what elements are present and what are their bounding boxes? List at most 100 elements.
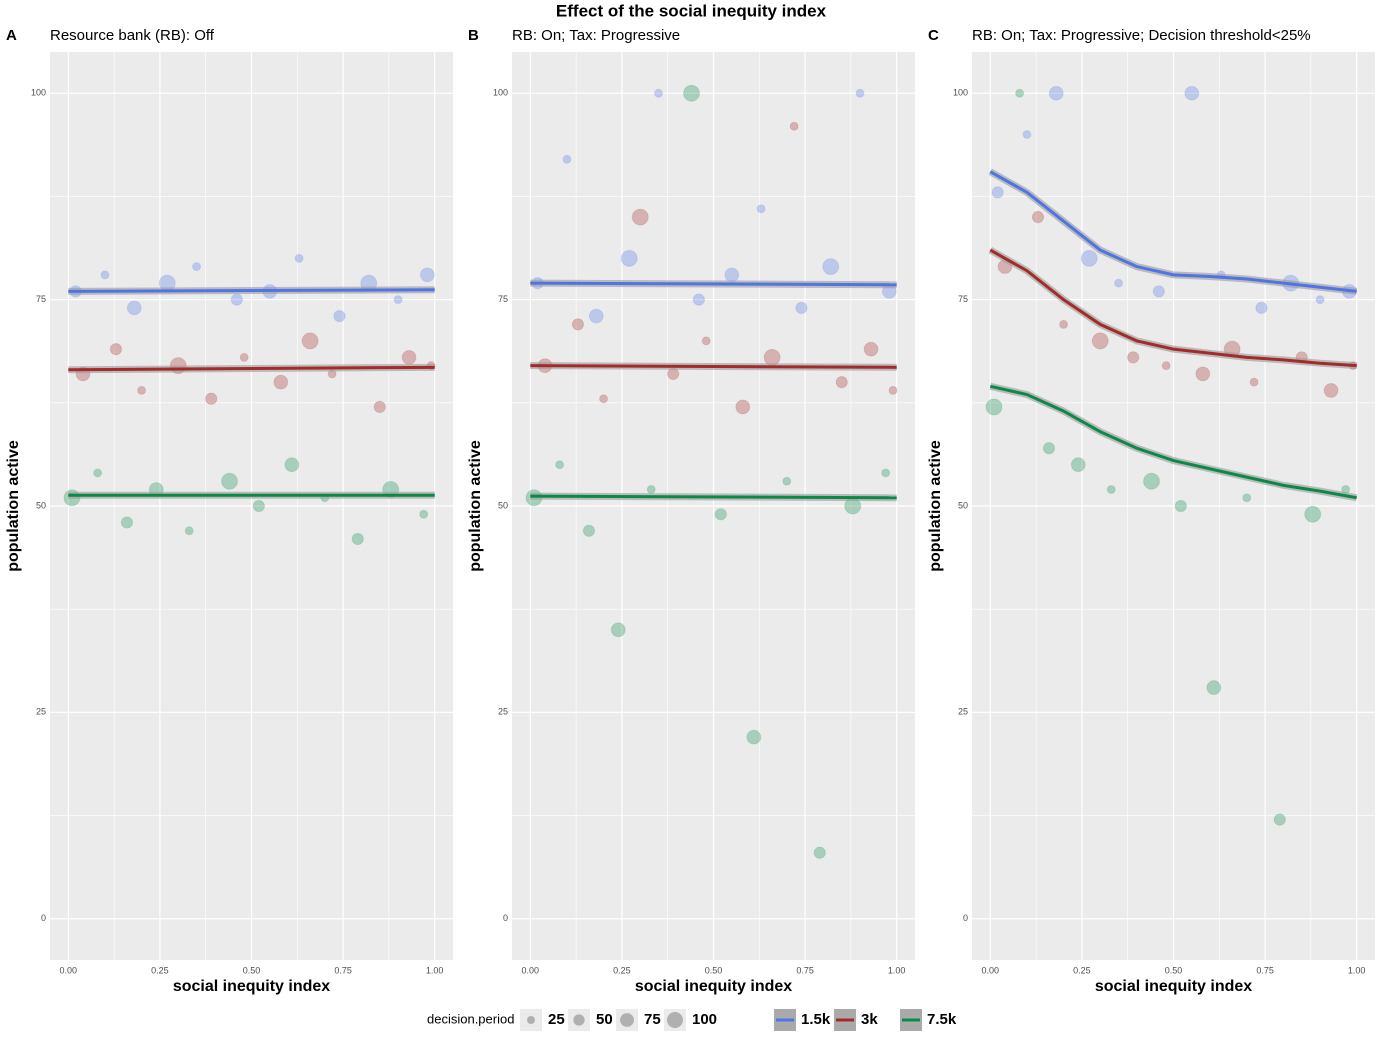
- y-tick-label: 0: [503, 913, 508, 923]
- x-tick-label: 0.25: [1073, 965, 1091, 975]
- panel-subtitle: RB: On; Tax: Progressive: [512, 27, 680, 44]
- point: [1091, 332, 1109, 350]
- point: [863, 341, 879, 357]
- point: [683, 84, 701, 102]
- fit-line: [68, 288, 435, 293]
- point: [1273, 813, 1286, 826]
- point: [1174, 499, 1187, 513]
- point: [724, 267, 740, 283]
- x-tick-label: 1.00: [426, 965, 444, 975]
- y-tick-label: 50: [958, 500, 968, 510]
- point: [1070, 457, 1086, 473]
- y-tick-label: 25: [958, 707, 968, 717]
- point: [230, 293, 244, 306]
- point: [1080, 249, 1098, 267]
- fit-line: [530, 494, 897, 500]
- point: [252, 499, 265, 513]
- point: [822, 258, 840, 276]
- x-tick-label: 0.00: [522, 965, 540, 975]
- point: [1042, 442, 1056, 455]
- point: [646, 484, 656, 494]
- panel-label: B: [468, 27, 479, 44]
- x-tick-label: 0.00: [60, 965, 78, 975]
- point: [373, 400, 386, 414]
- point: [294, 253, 304, 263]
- point: [333, 309, 346, 323]
- y-tick-label: 25: [498, 707, 508, 717]
- x-axis-title: social inequity index: [635, 978, 792, 995]
- x-tick-label: 1.00: [888, 965, 906, 975]
- legend-label: 25: [548, 1011, 565, 1028]
- y-tick-label: 100: [953, 88, 968, 98]
- y-tick-label: 100: [31, 88, 46, 98]
- point: [991, 186, 1004, 199]
- point: [855, 88, 865, 98]
- point: [701, 336, 711, 346]
- x-tick-label: 0.25: [151, 965, 169, 975]
- point: [1059, 319, 1069, 329]
- point: [582, 524, 596, 537]
- point: [393, 295, 403, 305]
- point: [100, 270, 110, 280]
- point: [782, 476, 792, 486]
- point: [1161, 361, 1171, 371]
- fit-line: [530, 364, 897, 369]
- point: [714, 508, 727, 521]
- point: [301, 332, 319, 350]
- panel-label: C: [928, 27, 939, 44]
- y-tick-label: 0: [963, 913, 968, 923]
- point: [126, 300, 142, 316]
- point: [1249, 377, 1259, 387]
- point: [756, 204, 766, 214]
- point: [620, 249, 638, 267]
- point: [1106, 484, 1116, 494]
- point: [239, 352, 249, 362]
- x-tick-label: 0.75: [796, 965, 814, 975]
- point: [192, 262, 202, 272]
- point: [205, 392, 218, 405]
- point: [1315, 295, 1325, 305]
- y-axis-title: population active: [927, 440, 944, 572]
- y-tick-label: 75: [498, 294, 508, 304]
- point: [1304, 505, 1322, 523]
- y-tick-label: 50: [36, 500, 46, 510]
- legend-label: 100: [692, 1011, 717, 1028]
- point: [985, 398, 1003, 416]
- x-tick-label: 0.50: [243, 965, 261, 975]
- point: [654, 88, 664, 98]
- x-tick-label: 0.75: [334, 965, 352, 975]
- point: [1195, 366, 1211, 382]
- point: [1255, 301, 1268, 315]
- legend-label: 1.5k: [801, 1011, 831, 1028]
- x-tick-label: 0.75: [1256, 965, 1274, 975]
- legend-label: 75: [644, 1011, 661, 1028]
- panel-label: A: [6, 27, 17, 44]
- point: [401, 349, 417, 365]
- y-tick-label: 25: [36, 707, 46, 717]
- fit-line: [530, 281, 897, 287]
- legend-title: decision.period: [427, 1011, 514, 1026]
- panel-subtitle: Resource bank (RB): Off: [50, 27, 215, 44]
- legend-label: 3k: [861, 1011, 878, 1028]
- point: [1015, 88, 1025, 98]
- point: [795, 301, 808, 315]
- x-axis-title: social inequity index: [1095, 978, 1252, 995]
- point: [419, 509, 429, 519]
- point: [273, 374, 289, 390]
- y-axis-title: population active: [467, 440, 484, 572]
- panel-subtitle: RB: On; Tax: Progressive; Decision thres…: [972, 27, 1311, 44]
- y-tick-label: 0: [41, 913, 46, 923]
- y-tick-label: 100: [493, 88, 508, 98]
- fit-line: [68, 365, 435, 372]
- point: [881, 468, 891, 478]
- figure-title: Effect of the social inequity index: [556, 1, 827, 20]
- legend-label: 50: [596, 1011, 613, 1028]
- legend-size-marker: [527, 1016, 535, 1024]
- y-tick-label: 75: [958, 294, 968, 304]
- point: [835, 376, 848, 389]
- x-tick-label: 0.50: [705, 965, 723, 975]
- legend-size-marker: [573, 1014, 585, 1026]
- point: [1184, 85, 1200, 101]
- x-tick-label: 0.00: [982, 965, 1000, 975]
